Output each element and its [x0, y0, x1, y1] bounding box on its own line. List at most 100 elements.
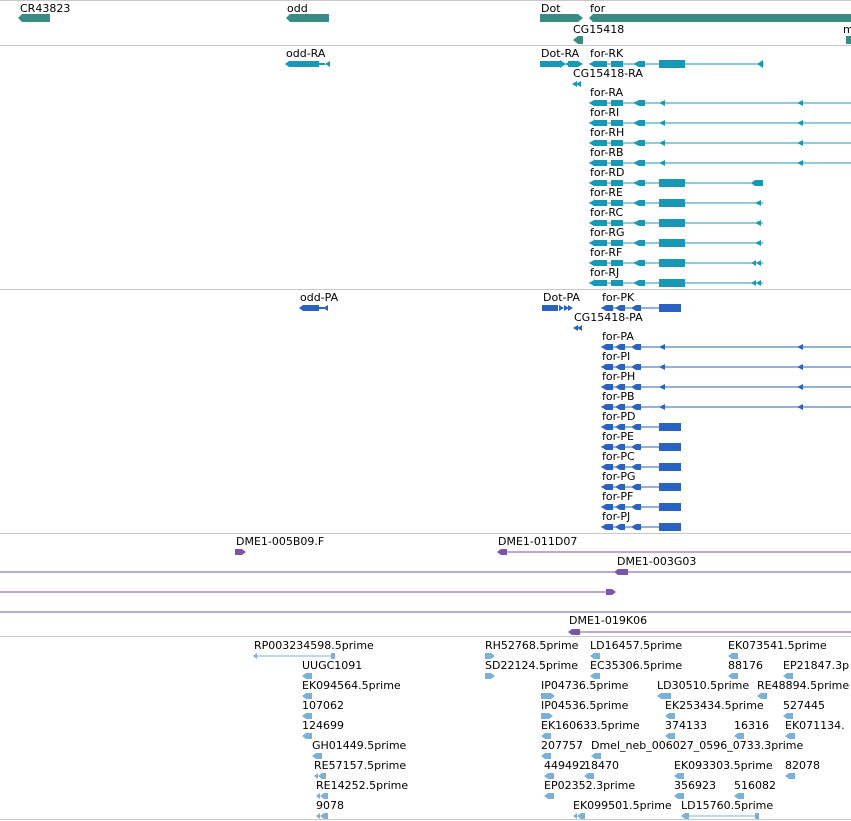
protein-row-feature[interactable] — [601, 403, 851, 411]
est-ip04736[interactable] — [541, 692, 557, 700]
transcript-label[interactable]: for-RB — [590, 146, 624, 159]
est-ep21847[interactable] — [783, 672, 795, 680]
est-label[interactable]: LD16457.5prime — [590, 639, 683, 652]
est-label[interactable]: 16316 — [734, 719, 769, 732]
protein-row-feature[interactable] — [601, 523, 851, 531]
transcript-label[interactable]: for-RC — [590, 206, 624, 219]
protein-label[interactable]: for-PI — [602, 350, 631, 363]
protein-row-feature[interactable] — [601, 443, 851, 451]
transcript-label[interactable]: for-RF — [590, 246, 623, 259]
est-ek094564[interactable] — [302, 692, 314, 700]
est-label[interactable]: EP21847.3p — [783, 659, 850, 672]
est-label[interactable]: 107062 — [302, 699, 344, 712]
est-ld16457[interactable] — [590, 652, 602, 660]
protein-label[interactable]: for-PF — [602, 490, 634, 503]
protein-row-feature[interactable] — [601, 463, 851, 471]
est-label[interactable]: RE14252.5prime — [316, 779, 409, 792]
gene-dot[interactable] — [540, 14, 584, 22]
clone-dme1-011d07[interactable] — [497, 548, 851, 556]
est-527445[interactable] — [783, 712, 795, 720]
transcript-label[interactable]: Dot-RA — [541, 47, 580, 60]
est-label[interactable]: EK093303.5prime — [674, 759, 773, 772]
est-107062[interactable] — [302, 712, 314, 720]
protein-odd-pa[interactable] — [299, 304, 331, 312]
protein-label[interactable]: CG15418-PA — [574, 311, 643, 324]
est-label[interactable]: 82078 — [785, 759, 820, 772]
est-label[interactable]: 9078 — [316, 799, 344, 812]
transcript-row-feature[interactable] — [589, 219, 851, 227]
est-re48894[interactable] — [757, 692, 769, 700]
est-gh01449[interactable] — [312, 752, 324, 760]
transcript-row-feature[interactable] — [589, 119, 851, 127]
est-label[interactable]: 207757 — [541, 739, 583, 752]
protein-label[interactable]: for-PG — [602, 470, 636, 483]
transcript-odd-ra[interactable] — [285, 60, 333, 68]
est-ek160633[interactable] — [541, 732, 553, 740]
est-uugc1091[interactable] — [302, 672, 314, 680]
est-207757[interactable] — [541, 752, 553, 760]
protein-label[interactable]: for-PC — [602, 450, 635, 463]
protein-label[interactable]: for-PJ — [602, 510, 631, 523]
est-label[interactable]: 449492 — [544, 759, 586, 772]
gene-label[interactable]: Dot — [541, 2, 561, 15]
est-356923[interactable] — [674, 792, 686, 800]
protein-label[interactable]: Dot-PA — [543, 291, 580, 304]
est-label[interactable]: EK094564.5prime — [302, 679, 401, 692]
est-ld30510[interactable] — [657, 692, 673, 700]
transcript-row-feature[interactable] — [589, 139, 851, 147]
est-label[interactable]: RE57157.5prime — [314, 759, 407, 772]
transcript-label[interactable]: CG15418-RA — [573, 67, 643, 80]
est-re57157[interactable] — [314, 772, 328, 780]
gene-cg15418[interactable] — [573, 36, 585, 44]
protein-dot-pa[interactable] — [542, 304, 576, 312]
protein-row-feature[interactable] — [601, 363, 851, 371]
clone-label[interactable]: DME1-019K06 — [569, 614, 648, 627]
protein-label[interactable]: for-PD — [602, 410, 636, 423]
transcript-label[interactable]: for-RG — [590, 226, 625, 239]
est-label[interactable]: EK071134. — [785, 719, 845, 732]
gene-odd[interactable] — [286, 14, 330, 22]
protein-label[interactable]: for-PH — [602, 370, 636, 383]
transcript-for-rk[interactable] — [589, 60, 769, 68]
protein-row-feature[interactable] — [601, 383, 851, 391]
est-ek073541[interactable] — [728, 652, 740, 660]
est-ep02352[interactable] — [544, 792, 556, 800]
est-ek253434[interactable] — [665, 712, 677, 720]
protein-label[interactable]: for-PB — [602, 390, 635, 403]
est-ek099501[interactable] — [573, 812, 587, 820]
est-rp003234598[interactable] — [253, 652, 337, 660]
est-9078[interactable] — [316, 812, 330, 820]
est-rh52768[interactable] — [485, 652, 497, 660]
est-label[interactable]: EC35306.5prime — [590, 659, 683, 672]
protein-row-feature[interactable] — [601, 503, 851, 511]
protein-label[interactable]: for-PK — [602, 291, 635, 304]
est-label[interactable]: 124699 — [302, 719, 344, 732]
est-ec35306[interactable] — [590, 672, 602, 680]
transcript-dot-ra[interactable] — [540, 60, 584, 68]
protein-label[interactable]: for-PA — [602, 330, 634, 343]
transcript-row-feature[interactable] — [589, 99, 851, 107]
est-sd22124[interactable] — [485, 672, 497, 680]
est-374133[interactable] — [665, 732, 677, 740]
transcript-label[interactable]: for-RD — [590, 166, 625, 179]
transcript-label[interactable]: odd-RA — [286, 47, 326, 60]
est-label[interactable]: GH01449.5prime — [312, 739, 407, 752]
est-18470[interactable] — [584, 772, 596, 780]
transcript-label[interactable]: for-RI — [590, 106, 620, 119]
est-ek071134[interactable] — [785, 732, 797, 740]
gene-for[interactable] — [589, 14, 851, 22]
protein-for-pk[interactable] — [601, 304, 685, 312]
est-88176[interactable] — [728, 672, 740, 680]
transcript-label[interactable]: for-RE — [590, 186, 623, 199]
transcript-label[interactable]: for-RA — [590, 86, 624, 99]
est-label[interactable]: 374133 — [665, 719, 707, 732]
est-16316[interactable] — [734, 732, 746, 740]
est-label[interactable]: 88176 — [728, 659, 763, 672]
est-label[interactable]: EK160633.5prime — [541, 719, 640, 732]
est-ip04536[interactable] — [541, 712, 555, 720]
est-516082[interactable] — [734, 792, 746, 800]
est-label[interactable]: EP02352.3prime — [544, 779, 636, 792]
est-124699[interactable] — [302, 732, 314, 740]
gene-label[interactable]: for — [590, 2, 606, 15]
clone-label[interactable]: DME1-005B09.F — [236, 535, 325, 548]
